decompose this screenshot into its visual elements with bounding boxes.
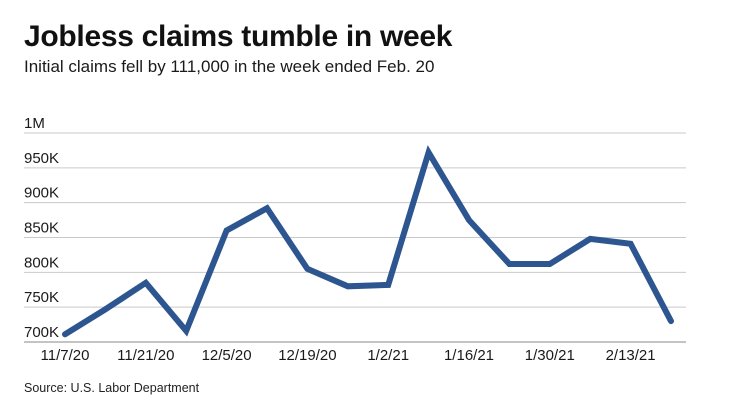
x-tick-label: 12/5/20 [202,347,252,364]
data-point [630,243,632,245]
y-tick-label: 800K [24,254,59,271]
data-point [549,263,551,265]
x-axis: 11/7/20 11/21/20 12/5/20 12/19/20 1/2/21 1/16… [41,347,656,364]
series-layer [62,145,674,338]
y-tick-label: 950K [24,150,59,167]
y-axis: 700K 750K 800K 850K 900K 950K 1M [24,115,59,341]
data-point [670,320,672,322]
y-tick-label: 1M [24,115,45,132]
data-point [347,285,349,287]
source-note: Source: U.S. Labor Department [24,381,200,395]
y-tick-label: 850K [24,220,59,237]
x-tick-label: 11/7/20 [41,347,90,364]
data-point [306,268,308,270]
data-point [468,219,470,221]
chart-title: Jobless claims tumble in week [24,20,453,53]
data-point [64,333,66,335]
data-point [428,152,430,154]
data-point [145,282,147,284]
x-tick-label: 2/13/21 [606,347,656,364]
x-tick-label: 12/19/20 [278,347,336,364]
y-tick-label: 750K [24,289,59,306]
data-point [185,330,187,332]
data-point [226,230,228,232]
data-point [266,207,268,209]
grid-layer [24,132,686,343]
data-point [589,238,591,240]
x-tick-label: 1/30/21 [525,347,575,364]
series-line [62,145,674,338]
data-point [508,263,510,265]
data-point [104,308,106,310]
x-tick-label: 1/16/21 [444,347,494,364]
y-tick-label: 900K [24,185,59,202]
data-point [387,284,389,286]
y-tick-label: 700K [24,324,59,341]
chart-subtitle: Initial claims fell by 111,000 in the we… [24,57,435,76]
x-tick-label: 1/2/21 [367,347,409,364]
x-tick-label: 11/21/20 [117,347,174,364]
